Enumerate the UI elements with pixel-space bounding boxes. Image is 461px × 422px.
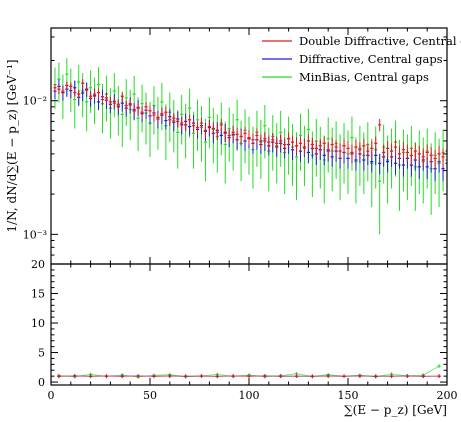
x-tick-label-100: 100 [239, 389, 260, 402]
y-axis-label: 1/N, dN/d∑(E − p_z) [GeV⁻¹] [5, 60, 19, 233]
y-tick-label-0: 10⁻³ [23, 228, 47, 241]
axes: 0 50 100 150 200 10⁻³ 10⁻² 0 5 10 15 20 [23, 28, 458, 402]
legend-label-diffractive: Diffractive, Central gaps [299, 52, 443, 66]
ratio-y-tick-label-10: 10 [31, 317, 45, 330]
x-tick-label-50: 50 [143, 389, 157, 402]
ratio-y-tick-label-5: 5 [38, 347, 45, 360]
ratio-y-tick-label-0: 0 [38, 376, 45, 389]
x-tick-label-150: 150 [338, 389, 359, 402]
y-tick-label-1: 10⁻² [23, 95, 47, 108]
ratio-plot-marks [57, 364, 441, 379]
ratio-y-tick-label-20: 20 [31, 258, 45, 271]
x-tick-label-0: 0 [48, 389, 55, 402]
main-plot-marks [53, 58, 447, 235]
x-tick-label-200: 200 [437, 389, 458, 402]
ratio-plot-frame [50, 263, 448, 386]
x-axis-label: ∑(E − p_z) [GeV] [344, 403, 447, 417]
ratio-y-tick-label-15: 15 [31, 288, 45, 301]
legend: Double Diffractive, Central gaps Diffrac… [262, 34, 461, 84]
legend-label-minbias: MinBias, Central gaps [299, 70, 429, 84]
legend-label-double-diffractive: Double Diffractive, Central gaps [299, 34, 461, 48]
